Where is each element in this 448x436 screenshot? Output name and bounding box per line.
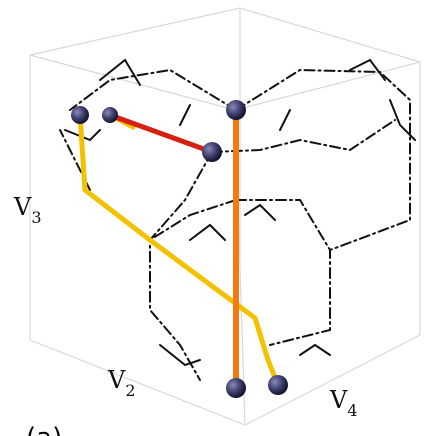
red-path [110,115,212,152]
axis-label-base: V [329,386,348,414]
node [202,142,222,162]
axis-label: V4 [329,386,358,420]
axis-label-base: V [13,193,32,221]
node [102,107,118,123]
axis-label-base: V [107,366,126,394]
node [226,100,246,120]
figure: V3 V2 V4 (a) [0,0,448,436]
axis-label-sub: 4 [347,401,357,420]
axis-label: V2 [107,366,136,400]
node [71,106,89,124]
page: V3 V2 V4 (a) (() => { const data = JSON.… [0,0,448,436]
axis-label-sub: 2 [125,381,135,400]
nodes [71,100,288,398]
axis-label: V3 [13,193,42,227]
bounding-box [30,8,420,425]
axis-label-sub: 3 [31,208,41,227]
panel-label: (a) [26,423,62,436]
node [226,378,246,398]
paths [80,110,278,388]
node [268,375,288,395]
